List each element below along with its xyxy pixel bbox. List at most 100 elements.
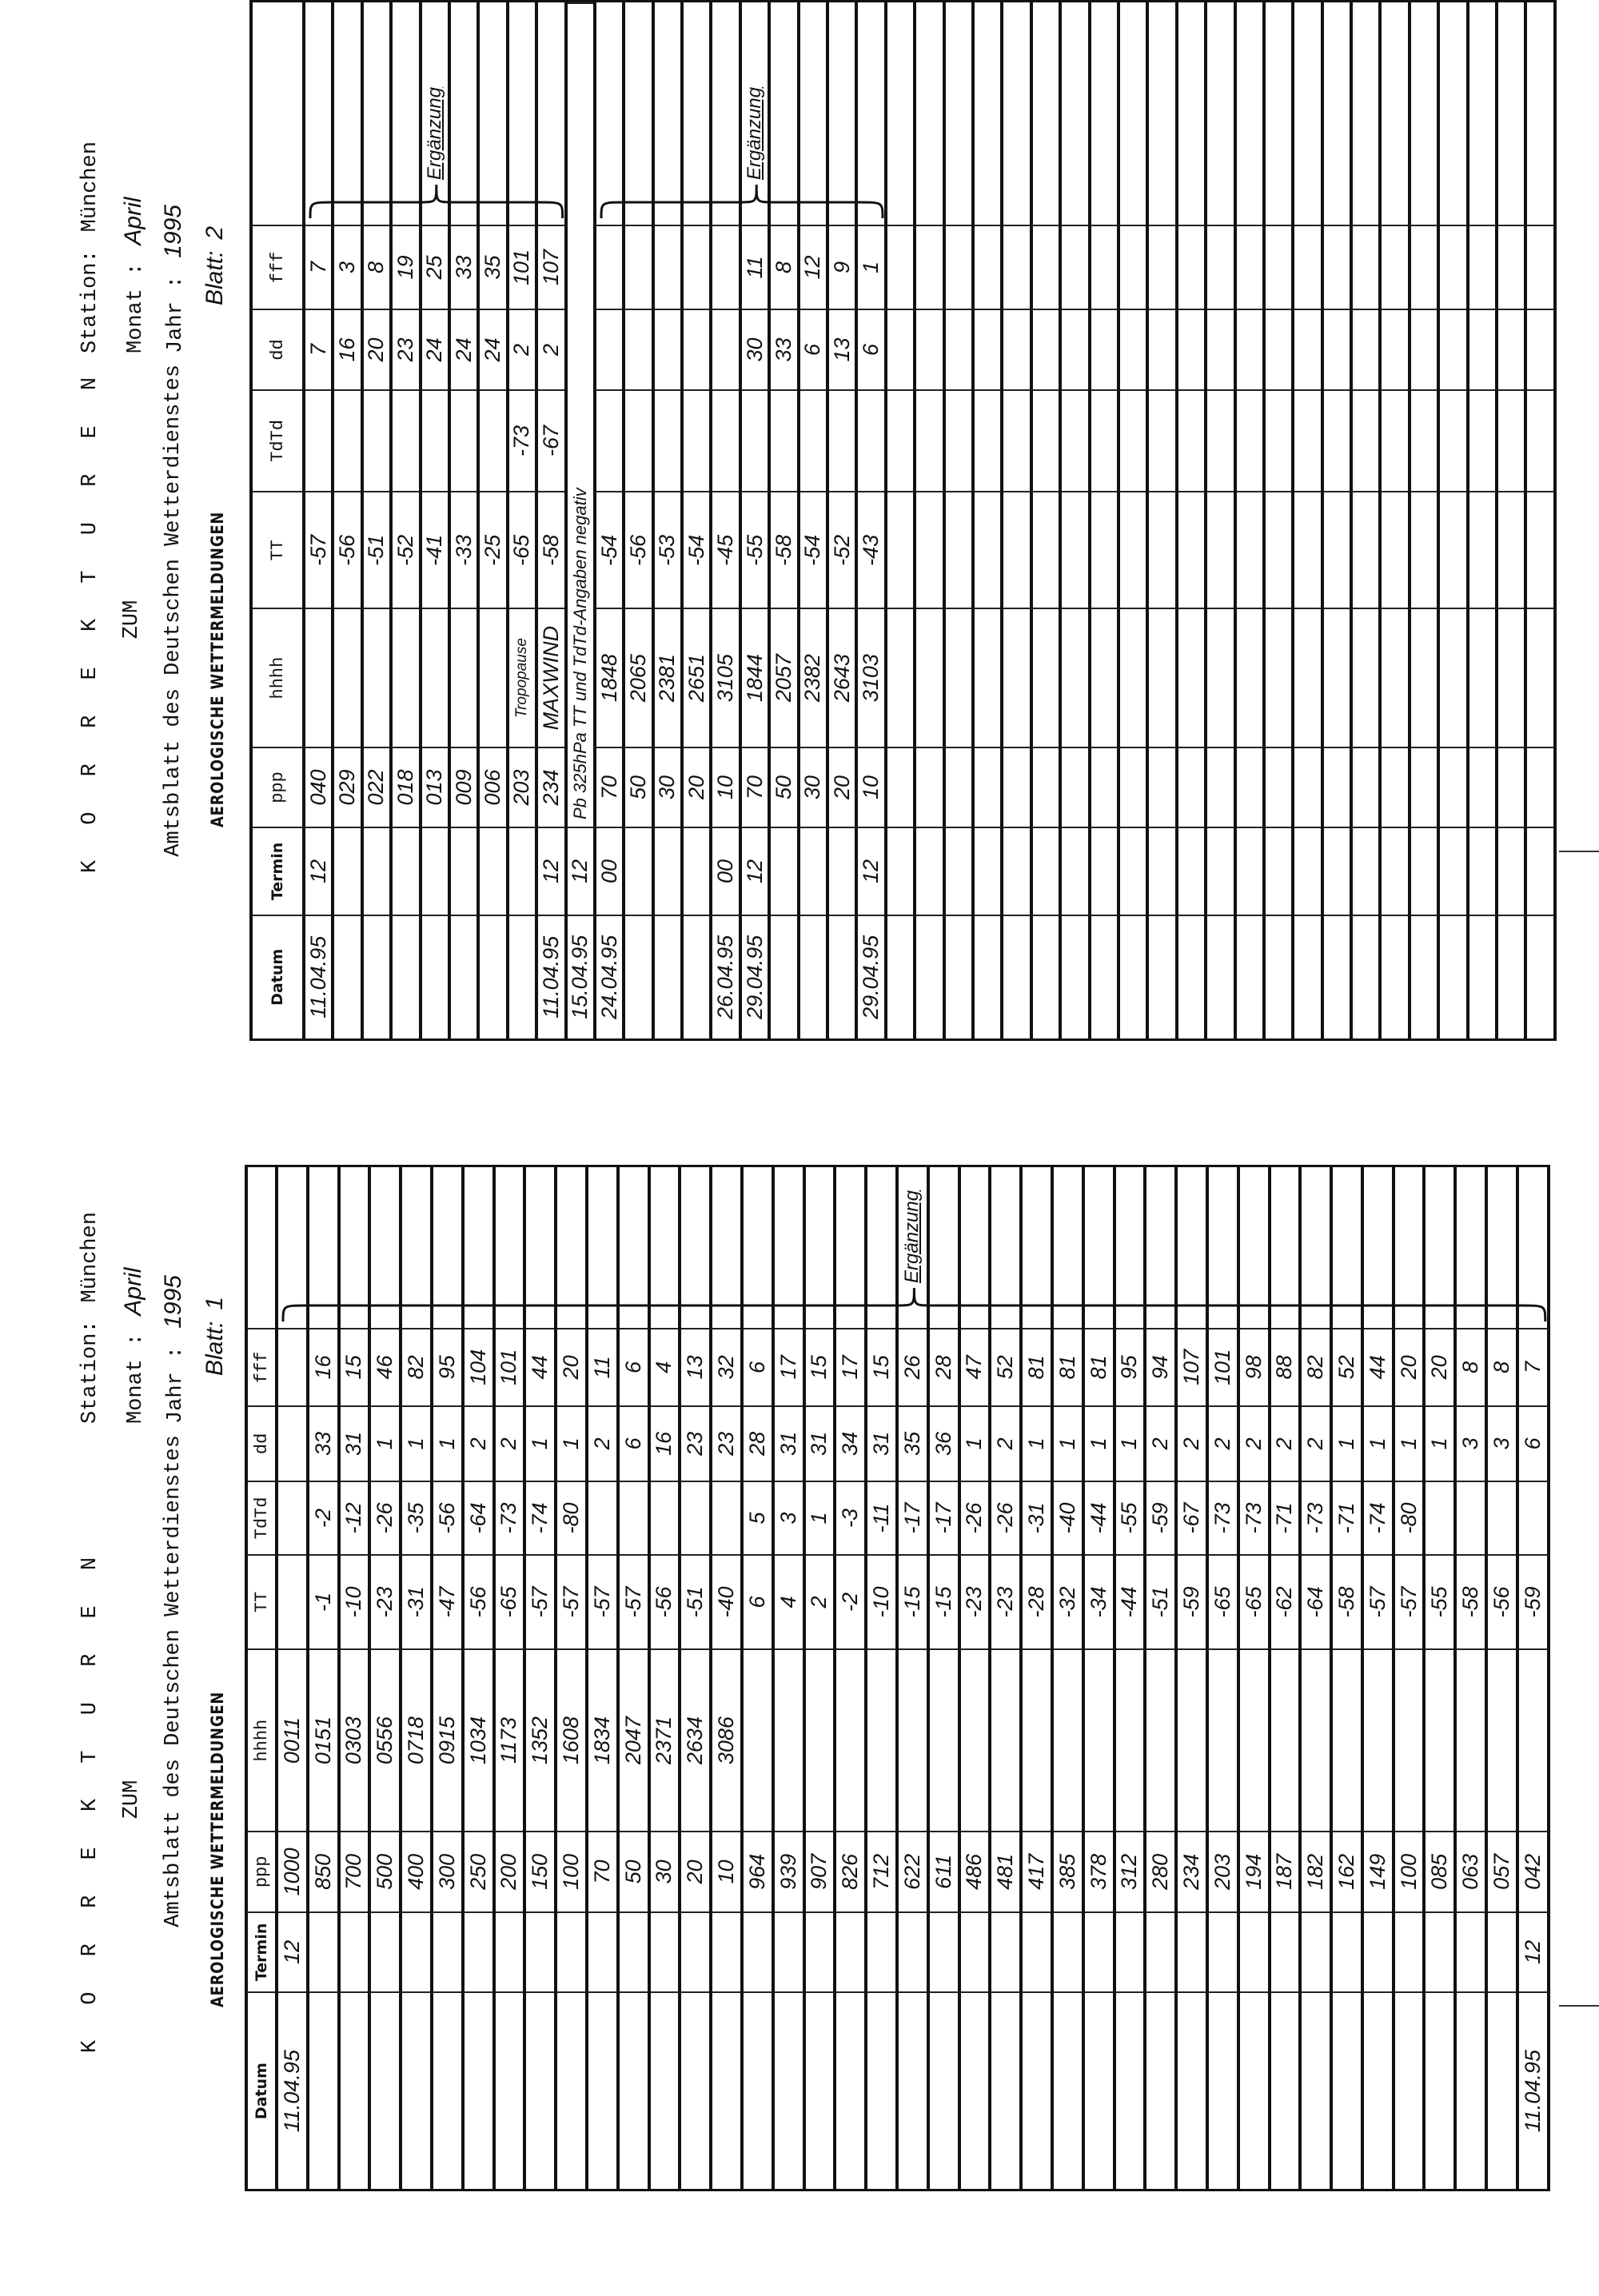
cell-tt: -56	[650, 1553, 679, 1649]
cell-termin	[1178, 827, 1205, 915]
cell-ppp: 150	[526, 1831, 555, 1911]
cell-fff: 8	[1488, 1328, 1516, 1405]
cell-tdtd	[974, 389, 1001, 492]
cell-termin	[421, 827, 448, 915]
cell-hhhh	[743, 1648, 772, 1832]
cell-remark	[961, 1167, 989, 1328]
cell-dd: 30	[741, 309, 768, 389]
cell-dd: 2	[464, 1405, 492, 1481]
cell-dd	[1032, 309, 1059, 389]
cell-remark	[712, 1167, 740, 1328]
cell-termin	[1382, 827, 1408, 915]
cell-ppp: 250	[464, 1831, 492, 1911]
cell-tt	[1003, 491, 1030, 608]
cell-ppp: 622	[898, 1831, 927, 1911]
cell-fff: 15	[867, 1328, 895, 1405]
cell-remark	[1353, 2, 1378, 225]
cell-fff: 4	[650, 1328, 679, 1405]
table-row	[1353, 2, 1382, 1038]
cell-termin	[1178, 1911, 1206, 1992]
cell-hhhh: 0151	[309, 1648, 337, 1832]
cell-remark	[1426, 1167, 1453, 1328]
cell-remark	[480, 2, 505, 225]
cell-termin	[867, 1911, 895, 1992]
cell-hhhh	[867, 1648, 895, 1832]
cell-tt	[1353, 491, 1379, 608]
cell-dd: 1	[1023, 1405, 1051, 1481]
cell-tdtd	[1353, 389, 1379, 492]
cell-fff: 25	[421, 224, 448, 309]
cell-tt: -56	[625, 491, 652, 608]
cell-ppp: 378	[1084, 1831, 1113, 1911]
cell-fff: 8	[363, 224, 390, 309]
cell-tdtd	[421, 389, 448, 492]
cell-hhhh	[1270, 1648, 1299, 1832]
table-row: 50 2057 -58 33 8	[771, 2, 800, 1038]
cell-ppp: 300	[433, 1831, 461, 1911]
cell-datum	[526, 1991, 555, 2189]
cell-fff: 98	[1239, 1328, 1268, 1405]
cell-ppp: 10	[712, 1831, 740, 1911]
cell-tdtd: -3	[836, 1481, 865, 1554]
cell-tdtd	[1119, 389, 1146, 492]
cell-termin	[450, 827, 477, 915]
cell-ppp: 486	[960, 1831, 989, 1911]
cell-datum	[1426, 1991, 1454, 2189]
cell-dd	[1498, 309, 1525, 389]
cell-tt	[1149, 491, 1175, 608]
cell-dd: 1	[960, 1405, 989, 1481]
cell-tt	[1091, 491, 1117, 608]
cell-tt	[1498, 491, 1525, 608]
cell-fff: 101	[1208, 1328, 1237, 1405]
field-label-monat: Monat :	[124, 1333, 148, 1424]
cell-termin: 00	[596, 827, 623, 915]
cell-ppp: 30	[650, 1831, 679, 1911]
cell-tdtd: -26	[991, 1481, 1020, 1554]
column-header-dd: dd	[248, 1405, 275, 1481]
cell-termin	[1207, 827, 1234, 915]
cell-hhhh: 0556	[371, 1648, 400, 1832]
cell-hhhh: 2047	[619, 1648, 648, 1832]
cell-tt: -55	[741, 491, 768, 608]
cell-datum	[588, 1991, 616, 2189]
cell-termin	[929, 1911, 958, 1992]
cell-dd: 1	[433, 1405, 461, 1481]
cell-remark	[1054, 1167, 1082, 1328]
field-value-station: München	[78, 1211, 102, 1303]
cell-remark	[402, 1167, 430, 1328]
cell-termin	[1294, 827, 1321, 915]
cell-hhhh	[1440, 608, 1466, 747]
cell-datum	[363, 914, 390, 1038]
cell-dd	[684, 309, 710, 389]
table-row: 11.04.95 12 1000 0011	[278, 1167, 309, 2189]
cell-termin	[836, 1911, 865, 1992]
cell-termin	[1149, 827, 1175, 915]
cell-hhhh: 0915	[433, 1648, 461, 1832]
cell-fff	[1032, 224, 1059, 309]
field-value-blatt: 1	[201, 1296, 228, 1310]
table-row	[916, 2, 946, 1038]
column-header-remark	[253, 2, 302, 225]
cell-termin	[945, 827, 971, 915]
cell-fff: 107	[538, 224, 564, 309]
table-row: 15.04.95 12 Pb 325hPa TT und TdTd-Angaben …	[567, 2, 596, 1038]
field-value-jahr: 1995	[160, 205, 186, 258]
cell-termin	[1115, 1911, 1144, 1992]
cell-ppp	[1498, 746, 1525, 827]
field-label-jahr: Jahr :	[164, 1345, 188, 1424]
cell-remark	[596, 2, 622, 225]
cell-hhhh	[421, 608, 448, 747]
cell-fff: 8	[1457, 1328, 1485, 1405]
cell-remark	[771, 2, 796, 225]
cell-hhhh	[774, 1648, 803, 1832]
cell-ppp: 063	[1457, 1831, 1485, 1911]
table-row: 018 -52 23 19	[393, 2, 422, 1038]
table-row	[1003, 2, 1033, 1038]
cell-tdtd	[916, 389, 943, 492]
field-value-monat: April	[120, 1267, 146, 1316]
cell-fff	[1440, 224, 1466, 309]
cell-ppp	[1062, 746, 1088, 827]
cell-remark	[867, 1167, 895, 1328]
column-header-hhhh: hhhh	[253, 608, 302, 747]
cell-datum	[1207, 914, 1234, 1038]
